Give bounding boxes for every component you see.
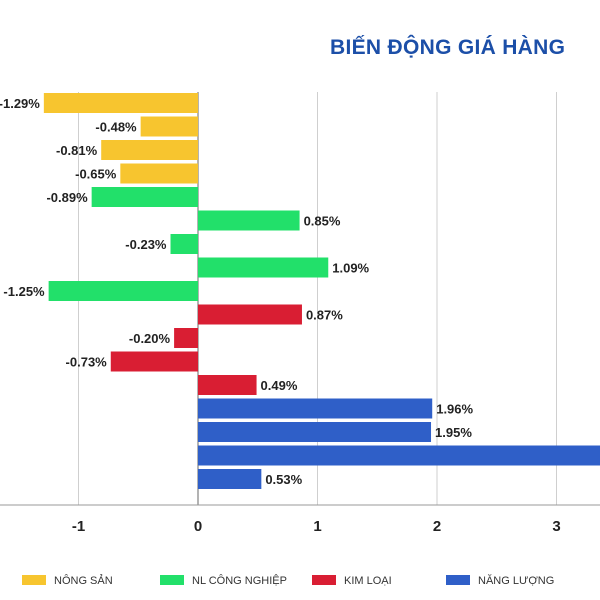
bar-6 [170,234,198,254]
bar-1 [140,116,198,137]
legend-swatch-3 [446,575,470,585]
chart-title: BIẾN ĐỘNG GIÁ HÀNG [330,36,566,59]
bar-2 [101,140,198,160]
bar-0 [43,93,198,113]
bar-3 [120,163,198,184]
bars [43,93,600,489]
bar-9 [198,304,302,325]
bar-label-14: 1.95% [435,425,472,440]
legend-label-0: NÔNG SẢN [54,574,113,587]
legend-label-1: NL CÔNG NGHIỆP [192,574,287,587]
bar-14 [198,422,432,442]
legend: NÔNG SẢN NL CÔNG NGHIỆP KIM LOẠI NĂNG LƯỢNG [22,574,554,587]
bar-13 [198,398,433,419]
x-tick-label-1: 0 [194,518,202,535]
bar-labels: -1.29% -0.48% -0.81% -0.65% -0.89% 0.85% -0.23… [0,96,474,487]
x-tick-label-4: 3 [552,518,560,535]
bar-4 [91,187,198,207]
x-tick-label-0: -1 [72,518,85,535]
bar-label-7: 1.09% [332,261,369,276]
x-axis-ticks: -1 0 1 2 3 [72,518,561,535]
bar-11 [110,351,198,372]
bar-label-3: -0.65% [75,167,117,182]
bar-label-8: -1.25% [3,284,45,299]
bar-label-0: -1.29% [0,96,40,111]
bar-12 [198,375,257,395]
bar-label-10: -0.20% [129,331,171,346]
x-tick-label-3: 2 [433,518,441,535]
bar-label-9: 0.87% [306,308,343,323]
bar-16 [198,469,262,489]
bar-label-5: 0.85% [304,214,341,229]
legend-label-3: NĂNG LƯỢNG [478,574,554,587]
bar-label-2: -0.81% [56,143,98,158]
legend-swatch-0 [22,575,46,585]
bar-8 [48,281,198,301]
bar-5 [198,210,300,231]
bar-10 [174,328,198,348]
x-tick-label-2: 1 [313,518,321,535]
legend-swatch-2 [312,575,336,585]
bar-label-4: -0.89% [46,190,88,205]
bar-7 [198,257,329,278]
legend-swatch-1 [160,575,184,585]
bar-label-12: 0.49% [261,378,298,393]
bar-label-13: 1.96% [436,402,473,417]
bar-label-16: 0.53% [265,472,302,487]
bar-label-6: -0.23% [125,237,167,252]
bar-label-1: -0.48% [95,120,137,135]
bar-label-11: -0.73% [66,355,108,370]
bar-15 [198,445,600,466]
legend-label-2: KIM LOẠI [344,575,392,587]
